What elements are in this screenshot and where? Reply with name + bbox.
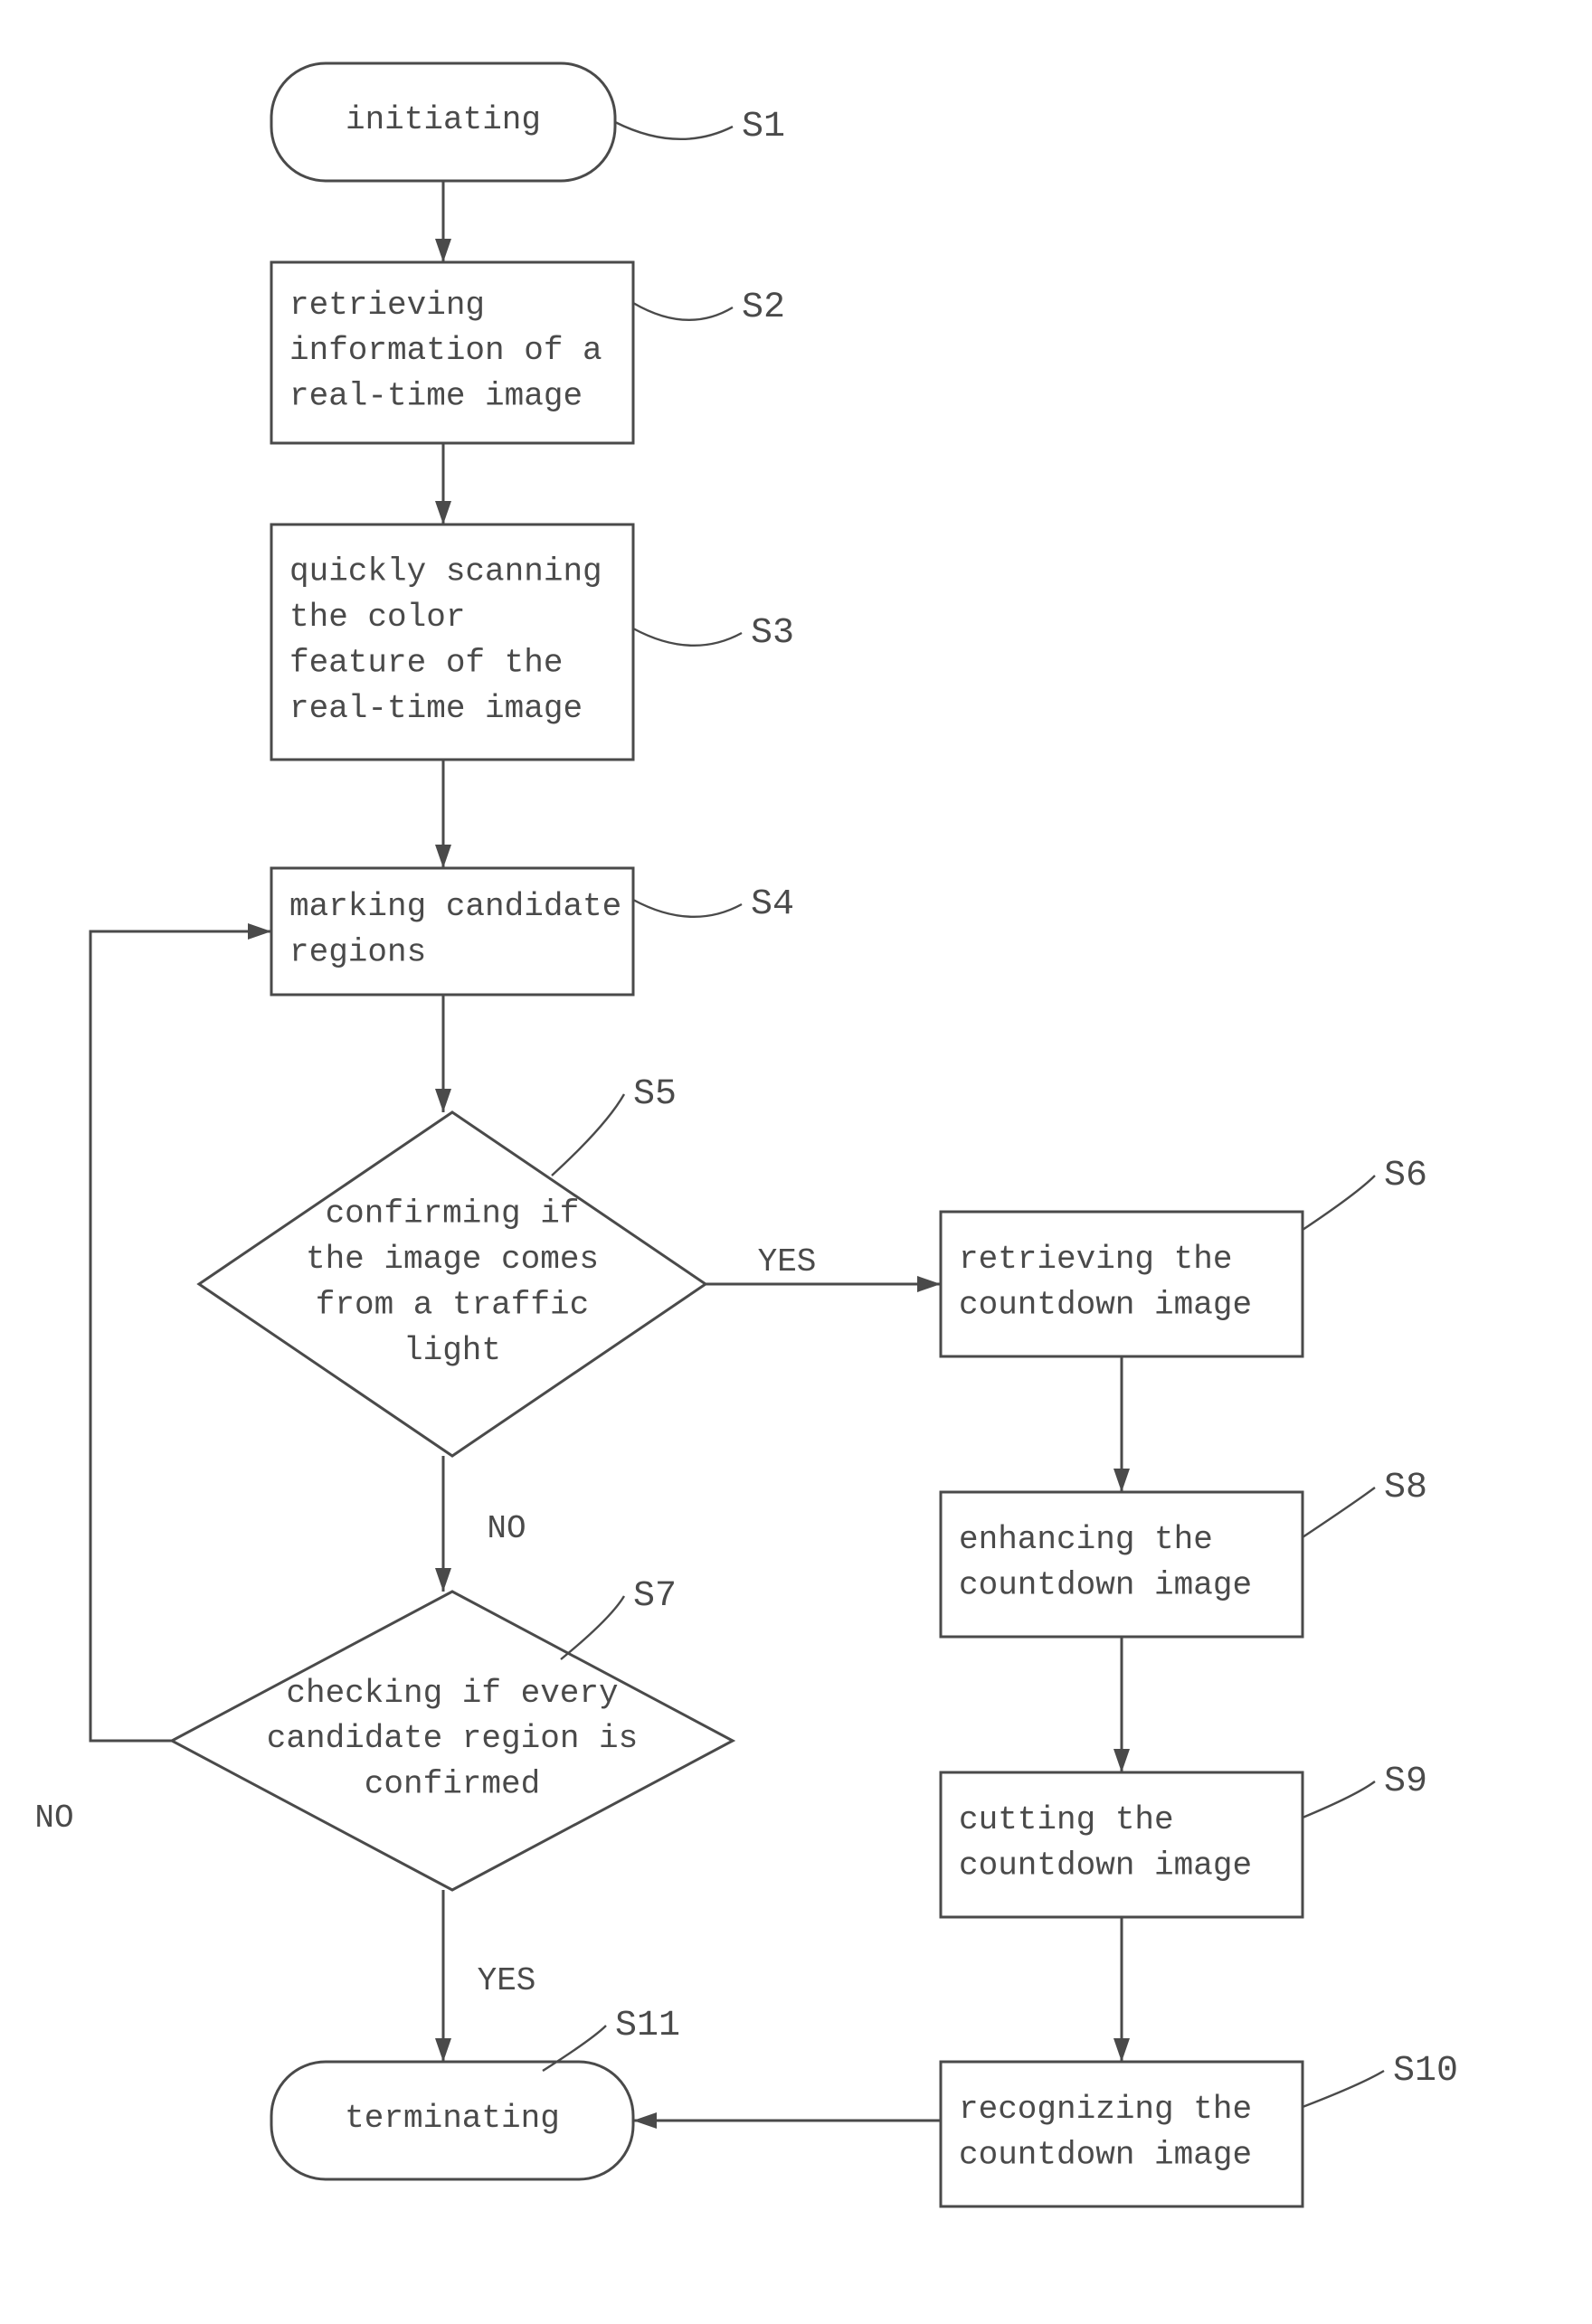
node-text-s5-line1: the image comes	[306, 1241, 599, 1278]
node-s9: cutting the countdown image	[941, 1772, 1303, 1917]
node-text-s3-line0: quickly scanning	[289, 553, 602, 590]
step-label-s10: S10	[1393, 2051, 1458, 2092]
node-s8: enhancing the countdown image	[941, 1492, 1303, 1637]
node-text-s6-line1: countdown image	[959, 1286, 1252, 1323]
edge-label-s7-s11: YES	[478, 1962, 536, 1999]
node-s4: marking candidate regions	[271, 868, 633, 995]
step-label-s2: S2	[742, 288, 785, 328]
node-text-s5-line2: from a traffic	[316, 1286, 589, 1323]
step-label-s1: S1	[742, 107, 785, 147]
edge-label-s5-s7: NO	[487, 1510, 526, 1547]
node-text-s4-line1: regions	[289, 933, 426, 970]
step-label-s11: S11	[615, 2006, 680, 2046]
node-s5: confirming if the image comes from a traff…	[199, 1112, 706, 1456]
node-s2: retrieving information of a real-time imag…	[271, 262, 633, 443]
node-text-s7-line2: confirmed	[365, 1766, 540, 1803]
leader-s6	[1303, 1176, 1375, 1230]
arrowhead	[435, 845, 451, 868]
flowchart-svg: YES NO YES NO initiating retrieving informatio…	[0, 0, 1592, 2324]
arrowhead	[917, 1276, 941, 1292]
step-label-s5: S5	[633, 1074, 677, 1115]
arrowhead	[435, 501, 451, 524]
edge-label-s5-s6: YES	[758, 1243, 817, 1280]
node-s11: terminating	[271, 2062, 633, 2179]
node-text-s9-line0: cutting the	[959, 1801, 1174, 1838]
node-text-s2-line0: retrieving	[289, 287, 485, 324]
node-s1: initiating	[271, 63, 615, 181]
node-text-s10-line0: recognizing the	[959, 2091, 1252, 2128]
node-text-s2-line2: real-time image	[289, 378, 583, 415]
arrowhead	[633, 2112, 657, 2129]
node-text-s8-line1: countdown image	[959, 1566, 1252, 1603]
arrowhead	[1113, 1749, 1130, 1772]
node-text-s5-line3: light	[403, 1332, 501, 1369]
arrowhead	[435, 239, 451, 262]
step-label-s3: S3	[751, 613, 794, 654]
node-text-s3-line2: feature of the	[289, 644, 563, 681]
node-text-s3-line3: real-time image	[289, 690, 583, 727]
arrowhead	[435, 1568, 451, 1592]
step-label-s9: S9	[1384, 1762, 1427, 1802]
node-s6: retrieving the countdown image	[941, 1212, 1303, 1356]
node-s3: quickly scanning the color feature of the r…	[271, 524, 633, 760]
arrowhead	[248, 923, 271, 940]
arrowhead	[435, 2038, 451, 2062]
node-text-s2-line1: information of a	[289, 332, 602, 369]
edge-s7-s4	[90, 931, 271, 1741]
node-text-s11-line0: terminating	[345, 2100, 560, 2137]
leader-s1	[615, 122, 733, 139]
node-text-s9-line1: countdown image	[959, 1847, 1252, 1884]
node-s7: checking if every candidate region is conf…	[172, 1592, 733, 1890]
node-text-s1-line0: initiating	[346, 101, 541, 138]
leader-s5	[552, 1094, 624, 1176]
leader-s4	[633, 900, 742, 917]
node-text-s10-line1: countdown image	[959, 2136, 1252, 2173]
edge-label-s7-s4: NO	[34, 1800, 73, 1837]
node-text-s6-line0: retrieving the	[959, 1241, 1232, 1278]
leader-s3	[633, 628, 742, 646]
arrowhead	[435, 1089, 451, 1112]
node-text-s7-line0: checking if every	[286, 1675, 618, 1712]
node-text-s5-line0: confirming if	[326, 1195, 580, 1233]
node-s10: recognizing the countdown image	[941, 2062, 1303, 2206]
leader-s7	[561, 1596, 624, 1659]
leader-s2	[633, 303, 733, 320]
node-text-s4-line0: marking candidate	[289, 888, 621, 925]
step-label-s4: S4	[751, 884, 794, 925]
step-label-s7: S7	[633, 1576, 677, 1617]
step-label-s6: S6	[1384, 1156, 1427, 1196]
node-text-s8-line0: enhancing the	[959, 1521, 1213, 1558]
arrowhead	[1113, 1469, 1130, 1492]
step-label-s8: S8	[1384, 1468, 1427, 1508]
node-text-s7-line1: candidate region is	[267, 1720, 638, 1757]
leader-s10	[1303, 2071, 1384, 2107]
arrowhead	[1113, 2038, 1130, 2062]
leader-s9	[1303, 1781, 1375, 1818]
node-text-s3-line1: the color	[289, 599, 465, 636]
leader-s8	[1303, 1488, 1375, 1537]
